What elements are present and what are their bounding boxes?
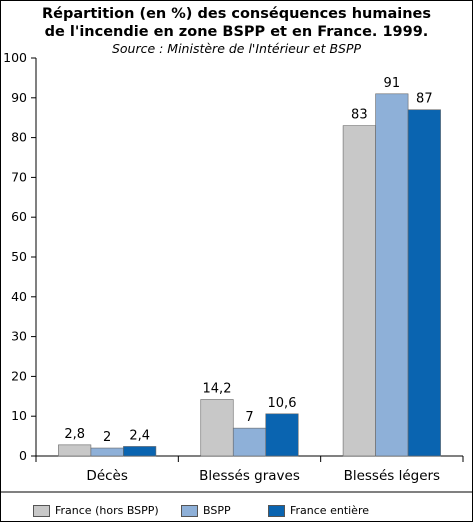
bar — [375, 93, 409, 457]
legend-item-france-hors-bspp: France (hors BSPP) — [33, 504, 159, 517]
chart-title: Répartition (en %) des conséquences huma… — [0, 5, 473, 41]
bar-value-label: 2,4 — [129, 428, 150, 443]
legend-label-france-hors-bspp: France (hors BSPP) — [55, 504, 159, 517]
y-tick-label: 70 — [11, 169, 27, 184]
legend-swatch-france-hors-bspp — [33, 504, 50, 517]
bar — [407, 109, 441, 457]
bar — [200, 399, 234, 457]
legend-label-bspp: BSPP — [203, 504, 231, 517]
bar — [265, 413, 299, 457]
bar-value-label: 87 — [416, 92, 433, 107]
x-category-label: Décès — [86, 468, 127, 484]
bar — [90, 447, 124, 457]
legend: France (hors BSPP) BSPP France entière — [0, 502, 473, 520]
x-category-label: Blessés légers — [344, 468, 441, 484]
y-tick-label: 30 — [11, 329, 27, 344]
chart-title-line-1: Répartition (en %) des conséquences huma… — [42, 6, 431, 22]
legend-item-bspp: BSPP — [181, 504, 231, 517]
legend-swatch-bspp — [181, 504, 198, 517]
y-tick-label: 50 — [11, 249, 27, 264]
y-tick-label: 20 — [11, 368, 27, 383]
bar-value-label: 2 — [103, 430, 111, 445]
legend-label-france-entiere: France entière — [290, 504, 369, 517]
chart-title-line-2: de l'incendie en zone BSPP et en France.… — [44, 24, 429, 40]
x-category-label: Blessés graves — [199, 468, 300, 484]
y-tick-label: 10 — [11, 408, 27, 423]
bar — [58, 444, 92, 457]
y-tick-label: 100 — [3, 50, 27, 65]
y-tick-label: 0 — [19, 448, 27, 463]
bar-value-label: 83 — [351, 108, 368, 123]
legend-item-france-entiere: France entière — [268, 504, 369, 517]
y-tick-label: 60 — [11, 209, 27, 224]
bar-value-label: 10,6 — [268, 396, 297, 411]
chart-subtitle: Source : Ministère de l'Intérieur et BSP… — [111, 41, 362, 56]
bar — [232, 427, 267, 457]
bar-value-label: 7 — [245, 410, 253, 425]
y-tick-label: 90 — [11, 90, 27, 105]
legend-swatch-france-entiere — [268, 504, 285, 517]
bar — [342, 125, 376, 457]
bar — [123, 446, 157, 457]
y-tick-label: 40 — [11, 289, 27, 304]
bar-value-label: 2,8 — [64, 427, 85, 442]
bar-value-label: 14,2 — [203, 381, 232, 396]
bar-value-label: 91 — [384, 76, 401, 91]
y-tick-label: 80 — [11, 130, 27, 145]
